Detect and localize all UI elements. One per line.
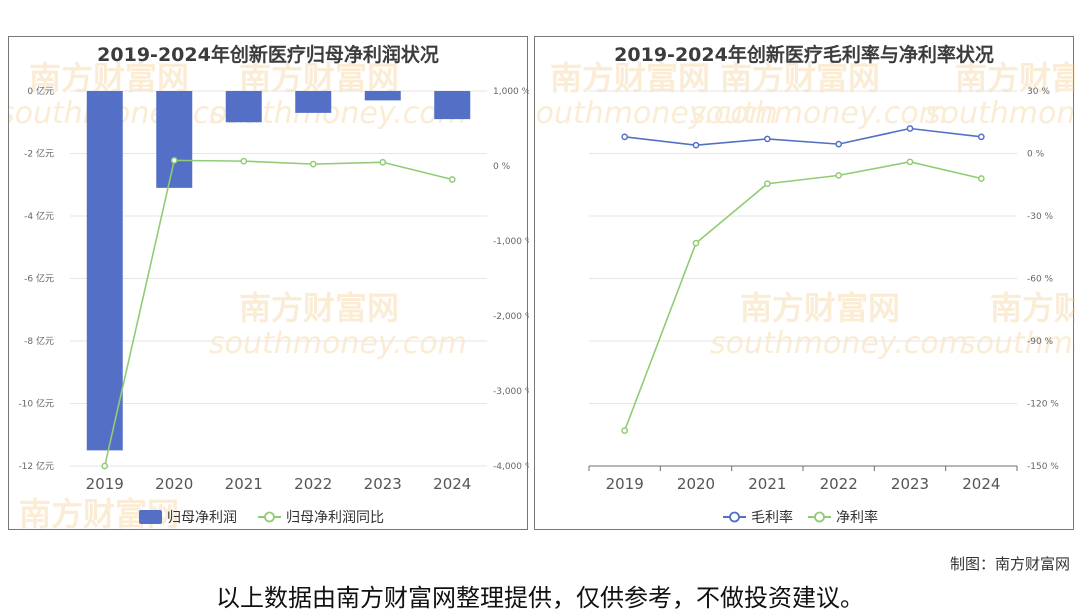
y-right-tick-label: -90 % bbox=[1027, 337, 1054, 347]
y-right-tick-label: -1,000 % bbox=[493, 237, 529, 247]
yoy-point bbox=[379, 158, 387, 166]
bar bbox=[156, 91, 193, 188]
legend-label-profit: 归母净利润 bbox=[167, 509, 237, 526]
watermark-en: southmoney.com bbox=[209, 326, 467, 361]
x-tick-label: 2023 bbox=[364, 475, 402, 493]
yoy-point bbox=[170, 157, 178, 164]
watermark-en: southmoney.com bbox=[960, 326, 1075, 361]
watermark-group: 南方财富网southmoney.com南方财富网southmoney.com南方… bbox=[9, 59, 467, 531]
watermark-en: southmoney.com bbox=[535, 96, 778, 131]
y-right-tick-label: -3,000 % bbox=[493, 387, 529, 397]
y-right-tick-label: -150 % bbox=[1027, 462, 1059, 472]
y-left-tick-label: 0 亿元 bbox=[27, 85, 54, 97]
y-right-tick-label: -60 % bbox=[1027, 275, 1054, 285]
y-right-tick-label: 0 % bbox=[1027, 150, 1045, 160]
gross-margin-point bbox=[692, 141, 700, 149]
watermark-group: 南方财富网southmoney.com南方财富网southmoney.com南方… bbox=[535, 59, 1075, 361]
legend-swatch-marker bbox=[264, 511, 275, 523]
gross-margin-point bbox=[835, 140, 843, 148]
y-left-tick-label: -10 亿元 bbox=[18, 398, 54, 410]
net-margin-point bbox=[621, 427, 629, 434]
profit-chart-title: 2019-2024年创新医疗归母净利润状况 bbox=[97, 44, 439, 66]
y-left-tick-label: -2 亿元 bbox=[24, 148, 54, 160]
x-tick-label: 2019 bbox=[606, 475, 644, 493]
net-margin-point bbox=[906, 158, 914, 166]
bar bbox=[295, 91, 332, 113]
watermark-en: southmoney.com bbox=[925, 96, 1075, 131]
yoy-point bbox=[448, 176, 456, 183]
x-tick-label: 2019 bbox=[86, 475, 124, 493]
y-right-tick-label: -120 % bbox=[1027, 400, 1059, 410]
x-tick-label: 2024 bbox=[962, 475, 1000, 493]
chart-panel-profit: 南方财富网 southmoney.com 南方财富网 southmoney.com 南方… bbox=[8, 36, 529, 531]
x-tick-label: 2024 bbox=[433, 475, 471, 493]
x-tick-label: 2021 bbox=[225, 475, 263, 493]
x-tick-label: 2021 bbox=[748, 475, 786, 493]
profit-chart-svg: 南方财富网southmoney.com南方财富网southmoney.com南方… bbox=[9, 59, 529, 531]
watermark-en: southmoney.com bbox=[710, 326, 968, 361]
x-tick-label: 2022 bbox=[294, 475, 332, 493]
legend-swatch-bar bbox=[139, 510, 162, 524]
gross-margin-point bbox=[763, 135, 771, 143]
chart-credit: 制图：南方财富网 bbox=[949, 555, 1070, 573]
gross-margin-point bbox=[906, 125, 914, 132]
margin-chart-title: 2019-2024年创新医疗毛利率与净利率状况 bbox=[614, 44, 994, 66]
yoy-point bbox=[309, 160, 317, 168]
margin-chart-svg: 南方财富网southmoney.com南方财富网southmoney.com南方… bbox=[535, 59, 1075, 526]
legend-swatch-marker bbox=[729, 511, 740, 523]
y-right-tick-label: -2,000 % bbox=[493, 312, 529, 322]
x-tick-label: 2022 bbox=[820, 475, 858, 493]
net-margin-line bbox=[623, 161, 982, 431]
y-right-tick-label: 30 % bbox=[1027, 87, 1050, 97]
net-margin-point bbox=[763, 180, 771, 188]
chart-panel-margin: 南方财富网 southmoney.com 南方财富网 southmoney.com 南方… bbox=[534, 36, 1075, 530]
x-tick-label: 2020 bbox=[677, 475, 715, 493]
net-margin-point bbox=[692, 239, 700, 247]
watermark-cn: 南方财富网 bbox=[740, 289, 900, 327]
x-tick-label: 2023 bbox=[891, 475, 929, 493]
gross-margin-point bbox=[621, 133, 629, 141]
bar bbox=[364, 91, 401, 101]
y-left-tick-label: -4 亿元 bbox=[24, 210, 54, 222]
y-right-tick-label: 0 % bbox=[493, 162, 511, 172]
watermark-en: southmoney.com bbox=[9, 96, 257, 131]
y-left-tick-label: -12 亿元 bbox=[18, 460, 54, 472]
legend-label-net: 净利率 bbox=[836, 509, 878, 526]
watermark-cn: 南方财富网 bbox=[239, 289, 399, 327]
legend-label-gross: 毛利率 bbox=[751, 509, 793, 526]
yoy-point bbox=[101, 462, 109, 470]
legend-swatch-marker bbox=[814, 511, 825, 523]
net-margin-point bbox=[977, 175, 985, 182]
y-left-tick-label: -6 亿元 bbox=[24, 273, 54, 285]
y-left-tick-label: -8 亿元 bbox=[24, 335, 54, 347]
disclaimer-text: 以上数据由南方财富网整理提供，仅供参考，不做投资建议。 bbox=[216, 584, 864, 612]
net-margin-point bbox=[835, 172, 843, 179]
bar bbox=[86, 91, 123, 451]
yoy-line bbox=[103, 159, 453, 467]
gross-margin-point bbox=[977, 133, 985, 141]
y-right-tick-label: -4,000 % bbox=[493, 462, 529, 472]
x-tick-label: 2020 bbox=[155, 475, 193, 493]
bar bbox=[225, 91, 262, 123]
watermark-en: southmoney.com bbox=[690, 96, 948, 131]
y-right-tick-label: -30 % bbox=[1027, 212, 1054, 222]
yoy-point bbox=[240, 157, 248, 165]
legend-label-yoy: 归母净利润同比 bbox=[286, 509, 384, 526]
gross-margin-line bbox=[624, 127, 982, 146]
y-right-tick-label: 1,000 % bbox=[493, 87, 529, 97]
watermark-cn: 南方财富网 bbox=[990, 289, 1075, 327]
bar bbox=[434, 91, 471, 120]
